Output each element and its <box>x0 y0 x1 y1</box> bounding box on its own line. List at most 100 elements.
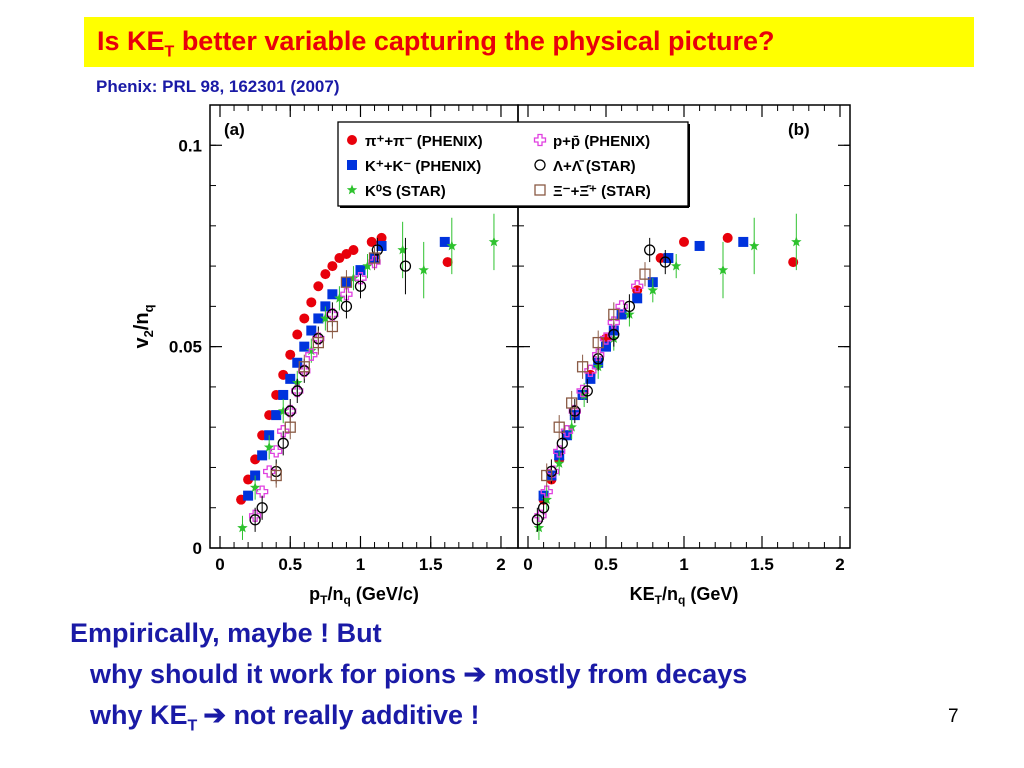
x-tick-label: 1 <box>679 555 688 574</box>
body-line-2: why should it work for pions ➔ mostly fr… <box>90 659 747 690</box>
data-point <box>722 232 733 243</box>
data-point <box>647 284 658 295</box>
body-line-1: Empirically, maybe ! But <box>70 618 382 648</box>
data-point <box>531 514 544 526</box>
x-tick-label: 1.5 <box>750 555 774 574</box>
data-point <box>270 469 282 482</box>
x-axis-label-main: p <box>309 584 320 604</box>
data-point <box>679 236 689 247</box>
y-axis-label: v2/nq <box>131 304 156 348</box>
line2-part-b: mostly from decays <box>486 659 748 689</box>
data-point <box>553 421 565 433</box>
data-point <box>488 236 500 247</box>
x-axis-label-sub: T <box>655 593 663 607</box>
data-point <box>566 397 578 409</box>
legend-entry: Λ+Λ̄ (STAR) <box>553 158 636 175</box>
data-point <box>644 244 656 256</box>
data-point <box>320 312 331 323</box>
x-tick-label: 1.5 <box>419 555 443 574</box>
title-subscript: T <box>164 43 175 61</box>
slide-title: Is KET better variable capturing the phy… <box>97 26 774 61</box>
data-point <box>788 257 799 268</box>
data-point <box>368 252 381 264</box>
legend-marker <box>533 133 547 147</box>
legend-marker <box>534 184 546 196</box>
y-axis-label-sub: 2 <box>141 330 156 337</box>
data-point <box>694 240 705 251</box>
y-axis-label-sub: q <box>141 304 156 312</box>
body-line-3: why KET ➔ not really additive ! <box>90 700 480 735</box>
data-point <box>284 421 296 433</box>
data-point <box>313 281 324 292</box>
y-axis-label-main: v <box>131 337 153 349</box>
data-point <box>355 265 366 276</box>
data-point <box>278 405 289 416</box>
data-point <box>592 336 604 349</box>
data-point <box>340 276 353 288</box>
data-point <box>540 485 553 498</box>
x-tick-label: 2 <box>835 555 844 574</box>
data-point <box>243 490 254 501</box>
data-point <box>632 293 643 304</box>
data-point <box>585 373 596 384</box>
title-main: Is KE <box>97 26 165 56</box>
data-point <box>599 332 613 345</box>
data-point <box>306 297 317 308</box>
x-axis-label-tail: (GeV) <box>685 584 738 604</box>
data-point <box>291 384 304 398</box>
data-point <box>399 260 412 272</box>
x-tick-label: 0.5 <box>594 555 618 574</box>
data-point <box>237 522 248 533</box>
data-point <box>569 405 581 417</box>
data-point <box>271 410 282 421</box>
y-axis-label-mid: /n <box>131 312 153 330</box>
data-point <box>340 300 353 313</box>
data-point <box>556 437 568 449</box>
data-point <box>292 357 303 368</box>
data-point <box>248 509 262 522</box>
data-point <box>659 256 671 268</box>
data-point <box>717 264 729 275</box>
data-point <box>376 240 387 251</box>
line3-subscript: T <box>187 717 198 735</box>
data-point <box>442 257 453 268</box>
data-point <box>257 450 268 461</box>
data-point <box>566 421 577 432</box>
data-point <box>348 272 359 283</box>
data-point <box>615 300 628 313</box>
data-point <box>327 289 338 300</box>
legend-marker <box>347 135 357 145</box>
data-point <box>749 240 760 251</box>
data-point <box>592 348 605 361</box>
data-point <box>263 441 275 452</box>
arrow-icon: ➔ <box>463 659 487 689</box>
data-point <box>313 313 324 324</box>
data-point <box>623 300 636 313</box>
x-axis-label: KET/nq (GeV) <box>630 584 739 607</box>
reference-citation: Phenix: PRL 98, 162301 (2007) <box>96 77 340 96</box>
data-point <box>791 236 802 247</box>
data-point <box>446 240 457 251</box>
legend-entry: K⁺+K⁻ (PHENIX) <box>365 158 481 175</box>
data-point <box>334 292 345 303</box>
data-point <box>312 336 324 349</box>
data-point <box>371 244 383 256</box>
series-3 <box>534 280 644 522</box>
data-point <box>277 437 289 449</box>
data-point <box>249 514 261 526</box>
data-point <box>376 232 387 243</box>
series-4 <box>249 237 412 532</box>
legend-entry: K⁰S (STAR) <box>365 183 446 200</box>
data-point <box>249 482 261 492</box>
x-axis-label-sub: T <box>320 593 328 607</box>
line3-part-b: not really additive ! <box>225 700 480 730</box>
line2-part-a: why should it work for pions <box>90 659 464 689</box>
legend-marker <box>534 159 546 171</box>
y-tick-label: 0.05 <box>169 338 202 357</box>
data-point <box>348 244 359 255</box>
data-point <box>354 272 367 285</box>
data-point <box>306 325 317 336</box>
x-tick-label: 0.5 <box>278 555 302 574</box>
panel-label: (a) <box>224 120 245 139</box>
legend-marker <box>346 184 358 195</box>
